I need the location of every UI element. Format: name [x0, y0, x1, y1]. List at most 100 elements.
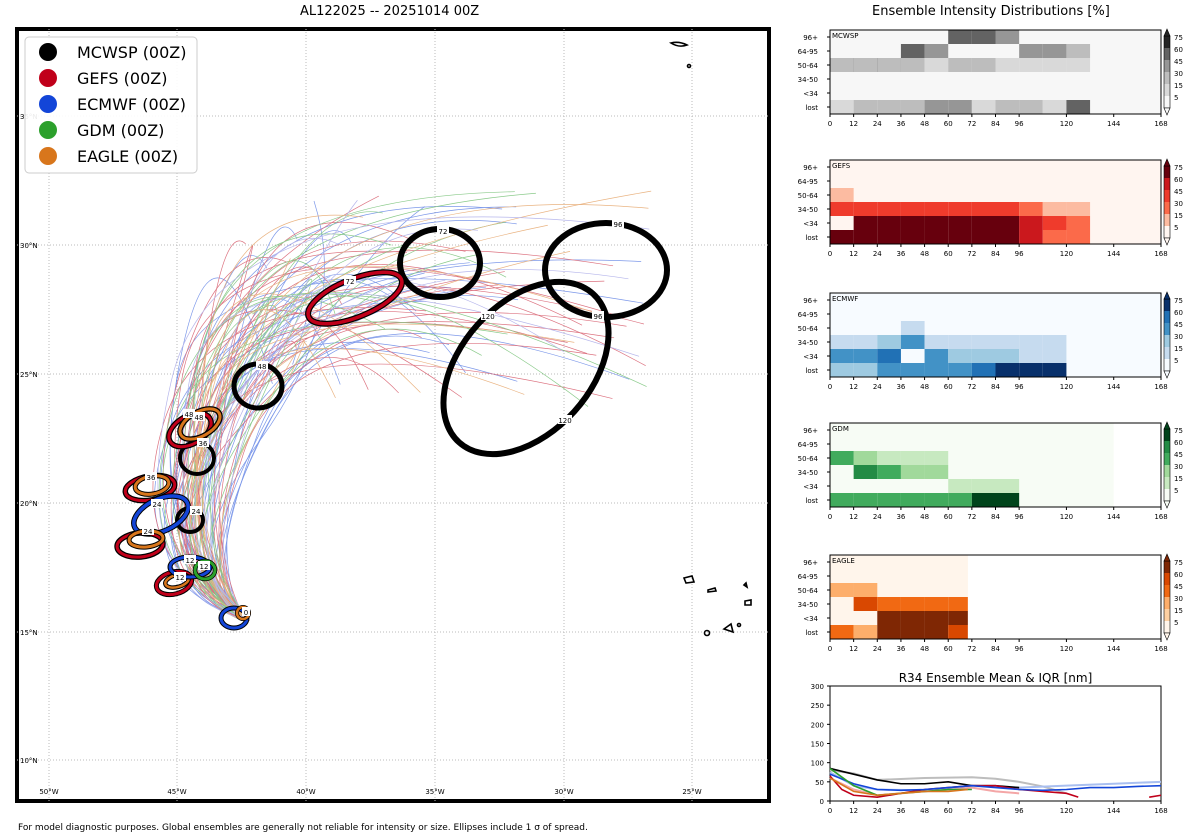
- row-label: <34: [803, 483, 818, 491]
- colorbar-segment: [1164, 441, 1170, 453]
- row-label: 64-95: [798, 441, 818, 449]
- heatmap-cell: [995, 100, 1020, 114]
- x-tick-label: 12: [849, 120, 858, 128]
- heatmap-cell: [1019, 363, 1043, 377]
- intensity-panels: MCWSP 96+ 64-95 50-64 34-50 <34 lost 0 12 24 36 48 6…: [780, 20, 1200, 820]
- lon-label: 40°W: [296, 788, 315, 796]
- panel-model-label: GDM: [832, 425, 849, 433]
- row-label: 50-64: [798, 325, 819, 333]
- heatmap-cell: [1019, 58, 1043, 72]
- x-tick-label: 168: [1154, 513, 1167, 521]
- heatmap-cell: [853, 493, 878, 507]
- heatmap-cell: [995, 363, 1020, 377]
- x-tick-label: 144: [1107, 250, 1121, 258]
- heatmap-cell: [924, 493, 949, 507]
- x-tick-label: 96: [1015, 383, 1024, 391]
- heatmap-cell: [924, 335, 949, 349]
- r34-y-tick: 100: [811, 760, 824, 768]
- heatmap-cell: [900, 611, 925, 625]
- heatmap-cell: [1042, 335, 1067, 349]
- x-tick-label: 144: [1107, 383, 1121, 391]
- x-tick-label: 60: [944, 383, 953, 391]
- heatmap-blank: [1113, 423, 1161, 507]
- heatmap-cell: [853, 625, 878, 639]
- r34-y-tick: 250: [811, 702, 824, 710]
- r34-x-tick: 24: [873, 807, 882, 815]
- heatmap-cell: [971, 230, 996, 244]
- ellipse-label: 12: [176, 574, 185, 582]
- heatmap-cell: [924, 363, 949, 377]
- x-tick-label: 144: [1107, 645, 1121, 653]
- x-tick-label: 48: [920, 645, 929, 653]
- colorbar-segment: [1164, 347, 1170, 359]
- ellipse-label: 120: [558, 417, 571, 425]
- heatmap-cell: [971, 216, 996, 230]
- colorbar-segment: [1164, 597, 1170, 609]
- legend-dot-gdm: [39, 121, 57, 139]
- island-outline: [736, 622, 742, 628]
- heatmap-cell: [900, 363, 925, 377]
- heatmap-cell: [924, 44, 949, 58]
- heatmap-cell: [830, 625, 854, 639]
- r34-title: R34 Ensemble Mean & IQR [nm]: [899, 671, 1093, 685]
- row-label: 64-95: [798, 178, 818, 186]
- row-label: 50-64: [798, 587, 819, 595]
- heatmap-cell: [877, 363, 901, 377]
- heatmap-cell: [877, 202, 901, 216]
- heatmap-cell: [924, 611, 949, 625]
- legend-dot-mcwsp: [39, 43, 57, 61]
- heatmap-cell: [948, 493, 972, 507]
- heatmap-cell: [900, 216, 925, 230]
- r34-y-tick: 50: [815, 779, 824, 787]
- x-tick-label: 60: [944, 513, 953, 521]
- colorbar-tick: 60: [1174, 176, 1183, 184]
- ellipse-label: 72: [346, 278, 355, 286]
- colorbar-extend: [1163, 553, 1171, 562]
- heatmap-cell: [830, 349, 854, 363]
- panel-model-label: MCWSP: [832, 32, 859, 40]
- colorbar-tick: 60: [1174, 309, 1183, 317]
- heatmap-cell: [1019, 202, 1043, 216]
- x-tick-label: 60: [944, 120, 953, 128]
- colorbar-tick: 60: [1174, 439, 1183, 447]
- colorbar-tick: 15: [1174, 212, 1183, 220]
- mcwsp-ellipse-120: [440, 278, 612, 458]
- colorbar-segment: [1164, 299, 1170, 311]
- r34-x-tick: 84: [991, 807, 1000, 815]
- heatmap-cell: [830, 493, 854, 507]
- x-tick-label: 36: [896, 383, 905, 391]
- x-tick-label: 36: [896, 250, 905, 258]
- heatmap-cell: [853, 583, 878, 597]
- heatmap-cell: [830, 188, 854, 202]
- heatmap-cell: [1019, 44, 1043, 58]
- heatmap-cell: [1066, 100, 1091, 114]
- colorbar-segment: [1164, 465, 1170, 477]
- colorbar-segment: [1164, 226, 1170, 238]
- heatmap-cell: [1042, 44, 1067, 58]
- heatmap-cell: [1019, 230, 1043, 244]
- heatmap-cell: [900, 465, 925, 479]
- heatmap-cell: [971, 479, 996, 493]
- x-tick-label: 36: [896, 120, 905, 128]
- colorbar-segment: [1164, 214, 1170, 226]
- ellipse-label: 96: [594, 313, 603, 321]
- x-tick-label: 168: [1154, 645, 1167, 653]
- heatmap-cell: [948, 479, 972, 493]
- colorbar-segment: [1164, 311, 1170, 323]
- panel-gdm: GDM 96+ 64-95 50-64 34-50 <34 lost 0 12 24 36 48 60 7…: [798, 421, 1183, 521]
- track-line: [225, 335, 450, 622]
- lat-label: 10°N: [20, 757, 38, 765]
- row-label: lost: [805, 104, 818, 112]
- x-tick-label: 84: [991, 513, 1000, 521]
- r34-x-tick: 12: [849, 807, 858, 815]
- colorbar-segment: [1164, 609, 1170, 621]
- heatmap-cell: [1066, 44, 1091, 58]
- heatmap-cell: [877, 493, 901, 507]
- colorbar-tick: 30: [1174, 595, 1183, 603]
- heatmap-cell: [1019, 216, 1043, 230]
- r34-series-line: [829, 777, 968, 797]
- lon-labels: 50°W 45°W 40°W 35°W 30°W 25°W: [39, 788, 701, 796]
- colorbar-segment: [1164, 573, 1170, 585]
- r34-x-tick: 36: [896, 807, 905, 815]
- colorbar-segment: [1164, 96, 1170, 108]
